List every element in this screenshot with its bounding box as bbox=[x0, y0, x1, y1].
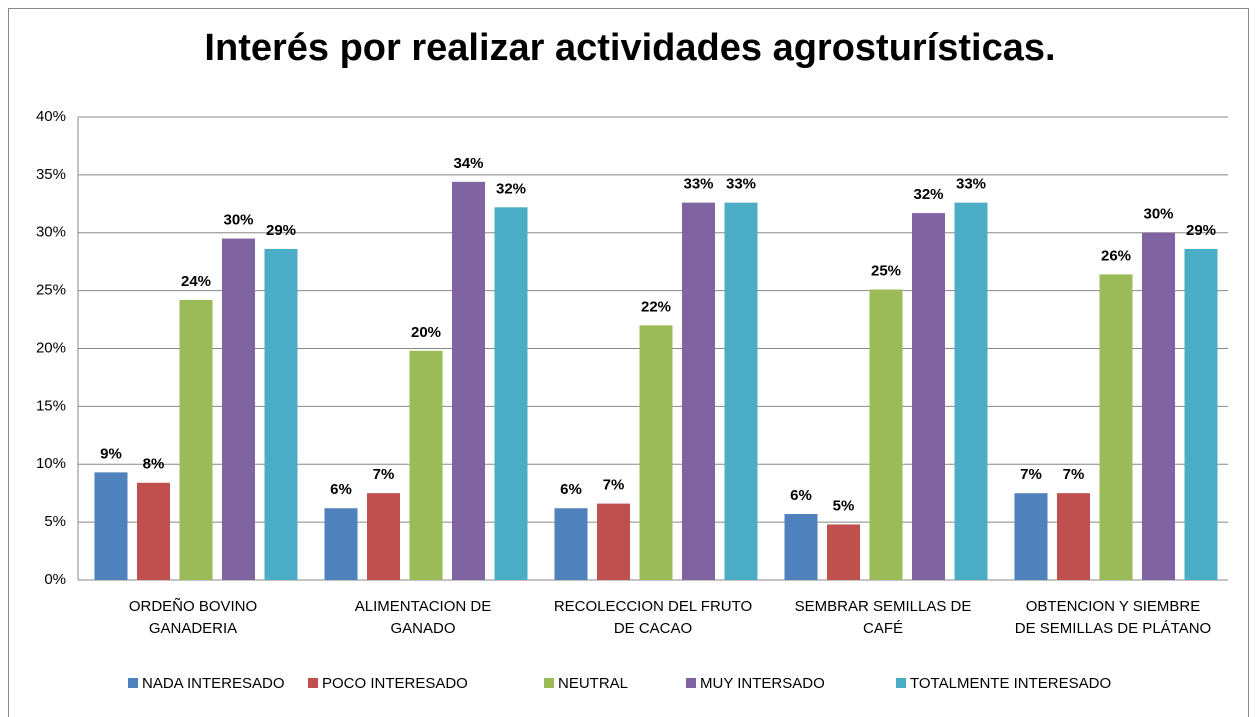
value-label: 33% bbox=[956, 176, 986, 193]
chart-title: Interés por realizar actividades agrostu… bbox=[204, 27, 1055, 69]
value-label: 5% bbox=[833, 497, 855, 514]
x-tick-label: GANADO bbox=[390, 620, 455, 637]
value-label: 32% bbox=[496, 180, 526, 197]
value-label: 8% bbox=[143, 456, 165, 473]
x-tick-label: RECOLECCION DEL FRUTO bbox=[554, 598, 752, 615]
bar bbox=[639, 325, 673, 580]
value-label: 24% bbox=[181, 273, 211, 290]
y-tick-label: 25% bbox=[36, 282, 66, 299]
bar bbox=[869, 289, 903, 580]
x-tick-label: CAFÉ bbox=[863, 620, 903, 637]
bar bbox=[452, 181, 485, 580]
x-tick-label: SEMBRAR SEMILLAS DE bbox=[795, 598, 972, 615]
bar bbox=[1099, 274, 1133, 580]
legend-label: TOTALMENTE INTERESADO bbox=[910, 675, 1111, 692]
legend-swatch bbox=[544, 678, 554, 688]
legend-label: NEUTRAL bbox=[558, 675, 628, 692]
bar bbox=[494, 207, 528, 580]
x-tick-label: OBTENCION Y SIEMBRE bbox=[1026, 598, 1201, 615]
y-tick-label: 0% bbox=[44, 571, 66, 588]
legend-label: MUY INTERSADO bbox=[700, 675, 825, 692]
bar bbox=[597, 503, 630, 580]
bar bbox=[1014, 493, 1048, 580]
y-tick-label: 30% bbox=[36, 224, 66, 241]
legend-swatch bbox=[128, 678, 138, 688]
bar bbox=[222, 238, 255, 580]
x-tick-label: DE SEMILLAS DE PLÁTANO bbox=[1015, 620, 1211, 637]
bar bbox=[912, 213, 945, 580]
bar bbox=[324, 508, 358, 580]
value-label: 9% bbox=[100, 445, 122, 462]
bar bbox=[554, 508, 588, 580]
y-tick-label: 40% bbox=[36, 108, 66, 125]
x-tick-label: GANADERIA bbox=[149, 620, 237, 637]
value-label: 34% bbox=[453, 155, 483, 172]
value-label: 7% bbox=[603, 477, 625, 494]
value-label: 33% bbox=[726, 176, 756, 193]
bar bbox=[1142, 232, 1175, 580]
bar bbox=[137, 482, 170, 580]
bar bbox=[179, 299, 213, 580]
value-label: 7% bbox=[1063, 466, 1085, 483]
value-label: 6% bbox=[790, 487, 812, 504]
bar bbox=[94, 472, 128, 580]
y-tick-label: 35% bbox=[36, 166, 66, 183]
bar bbox=[367, 493, 400, 580]
y-tick-label: 10% bbox=[36, 455, 66, 472]
legend-swatch bbox=[686, 678, 696, 688]
value-label: 7% bbox=[373, 466, 395, 483]
bar bbox=[724, 202, 758, 580]
legend-swatch bbox=[308, 678, 318, 688]
x-tick-label: ALIMENTACION DE bbox=[355, 598, 491, 615]
legend-label: POCO INTERESADO bbox=[322, 675, 468, 692]
value-label: 6% bbox=[330, 481, 352, 498]
value-label: 22% bbox=[641, 298, 671, 315]
bar bbox=[264, 248, 298, 580]
y-tick-label: 5% bbox=[44, 513, 66, 530]
bar bbox=[1057, 493, 1090, 580]
bar bbox=[784, 514, 818, 580]
value-label: 30% bbox=[223, 212, 253, 229]
value-label: 25% bbox=[871, 262, 901, 279]
bar bbox=[409, 350, 443, 580]
bar bbox=[1184, 248, 1218, 580]
value-label: 33% bbox=[683, 176, 713, 193]
value-label: 26% bbox=[1101, 247, 1131, 264]
legend-swatch bbox=[896, 678, 906, 688]
bar bbox=[827, 524, 860, 580]
value-label: 30% bbox=[1143, 206, 1173, 223]
x-tick-label: ORDEÑO BOVINO bbox=[129, 598, 257, 615]
value-label: 20% bbox=[411, 324, 441, 341]
chart-border bbox=[8, 8, 1249, 717]
value-label: 29% bbox=[1186, 222, 1216, 239]
value-label: 7% bbox=[1020, 466, 1042, 483]
y-tick-label: 20% bbox=[36, 339, 66, 356]
value-label: 29% bbox=[266, 222, 296, 239]
value-label: 6% bbox=[560, 481, 582, 498]
value-label: 32% bbox=[913, 186, 943, 203]
bar bbox=[954, 202, 988, 580]
y-tick-label: 15% bbox=[36, 397, 66, 414]
legend-label: NADA INTERESADO bbox=[142, 675, 285, 692]
bar bbox=[682, 202, 715, 580]
x-tick-label: DE CACAO bbox=[614, 620, 692, 637]
